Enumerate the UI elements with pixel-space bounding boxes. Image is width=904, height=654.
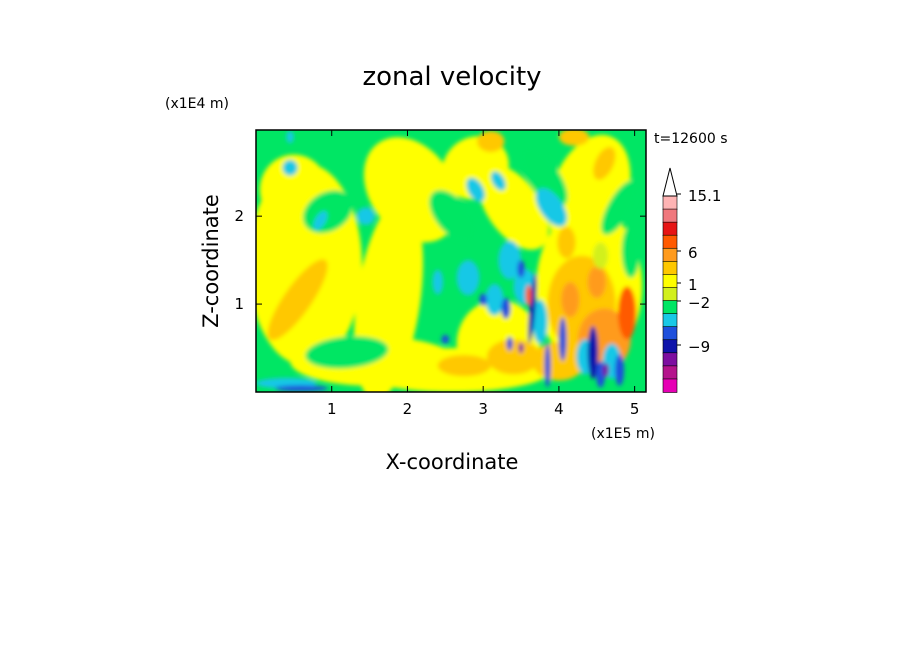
field-feature bbox=[557, 226, 576, 259]
colorbar-label: 1 bbox=[688, 276, 698, 294]
field-feature bbox=[490, 171, 506, 191]
field-feature bbox=[466, 177, 485, 202]
field-feature bbox=[601, 180, 638, 235]
field-feature bbox=[561, 282, 580, 318]
x-axis: 1 2 3 4 5 bbox=[327, 130, 639, 418]
field-feature bbox=[520, 146, 568, 207]
field-feature bbox=[535, 188, 568, 227]
y-tick-label: 2 bbox=[234, 207, 244, 225]
colorbar-label: −2 bbox=[688, 294, 710, 312]
x-axis-label: X-coordinate bbox=[386, 450, 519, 474]
field-feature bbox=[587, 266, 606, 298]
colorbar-label: 6 bbox=[688, 244, 698, 262]
time-label: t=12600 s bbox=[654, 131, 728, 147]
x-scale-label: (x1E5 m) bbox=[591, 426, 655, 442]
field-feature bbox=[528, 273, 537, 344]
field-feature bbox=[282, 159, 298, 176]
field-feature bbox=[532, 299, 548, 344]
field-feature bbox=[267, 259, 328, 341]
field-feature bbox=[592, 242, 609, 269]
field-feature bbox=[485, 283, 504, 316]
field-feature bbox=[602, 362, 609, 378]
field-features bbox=[256, 130, 643, 392]
plot-frame bbox=[255, 129, 647, 393]
colorbar-extend-arrow bbox=[662, 167, 678, 197]
field-feature bbox=[313, 211, 328, 231]
colorbar-swatch bbox=[662, 261, 678, 276]
colorbar-swatch bbox=[662, 378, 678, 393]
chart-title: zonal velocity bbox=[362, 62, 541, 92]
field-feature bbox=[437, 355, 491, 377]
field-feature bbox=[498, 240, 522, 280]
field-feature bbox=[506, 336, 513, 351]
field-feature bbox=[441, 334, 450, 344]
contour-field bbox=[256, 130, 646, 392]
y-scale-label: (x1E4 m) bbox=[165, 96, 229, 112]
y-tick-label: 1 bbox=[234, 295, 244, 313]
colorbar-label: −9 bbox=[688, 338, 710, 356]
field-feature bbox=[274, 385, 328, 392]
field-feature bbox=[544, 343, 551, 388]
field-feature bbox=[525, 284, 532, 306]
colorbar-swatch bbox=[662, 300, 678, 315]
field-feature bbox=[558, 130, 590, 146]
colorbar-swatch bbox=[662, 326, 678, 341]
field-feature bbox=[479, 293, 487, 306]
field-feature bbox=[432, 269, 444, 295]
x-tick-label: 4 bbox=[554, 400, 564, 418]
colorbar-swatch bbox=[662, 339, 678, 354]
colorbar: 15.1 6 1−2 −9 bbox=[662, 167, 721, 393]
field-feature bbox=[587, 326, 599, 379]
y-axis: 12 bbox=[234, 207, 646, 313]
colorbar-swatch bbox=[662, 313, 678, 328]
field-feature bbox=[356, 207, 375, 225]
field-feature bbox=[305, 336, 389, 369]
field-feature bbox=[456, 260, 480, 296]
field-feature bbox=[617, 286, 637, 340]
field-feature bbox=[286, 130, 294, 144]
field-feature bbox=[477, 130, 505, 152]
field-feature bbox=[486, 339, 540, 375]
colorbar-swatch bbox=[662, 274, 678, 289]
field-feature bbox=[596, 361, 606, 388]
field-feature bbox=[517, 260, 525, 278]
field-feature bbox=[558, 317, 567, 362]
colorbar-swatch bbox=[662, 221, 678, 236]
x-tick-label: 3 bbox=[478, 400, 488, 418]
colorbar-swatch bbox=[662, 195, 678, 210]
y-axis-label: Z-coordinate bbox=[199, 194, 223, 328]
colorbar-swatch bbox=[662, 234, 678, 250]
x-tick-label: 1 bbox=[327, 400, 337, 418]
colorbar-swatch bbox=[662, 208, 678, 223]
x-tick-label: 2 bbox=[403, 400, 413, 418]
x-tick-label: 5 bbox=[630, 400, 640, 418]
field-feature bbox=[614, 354, 625, 386]
field-feature bbox=[593, 147, 616, 180]
colorbar-swatch bbox=[662, 365, 678, 380]
colorbar-label: 15.1 bbox=[688, 187, 721, 205]
colorbar-swatch bbox=[662, 352, 678, 367]
field-feature bbox=[621, 224, 640, 278]
field-feature bbox=[501, 297, 511, 320]
colorbar-swatch bbox=[662, 247, 678, 263]
field-feature bbox=[429, 190, 477, 243]
field-feature bbox=[518, 342, 524, 354]
colorbar-swatch bbox=[662, 287, 678, 302]
